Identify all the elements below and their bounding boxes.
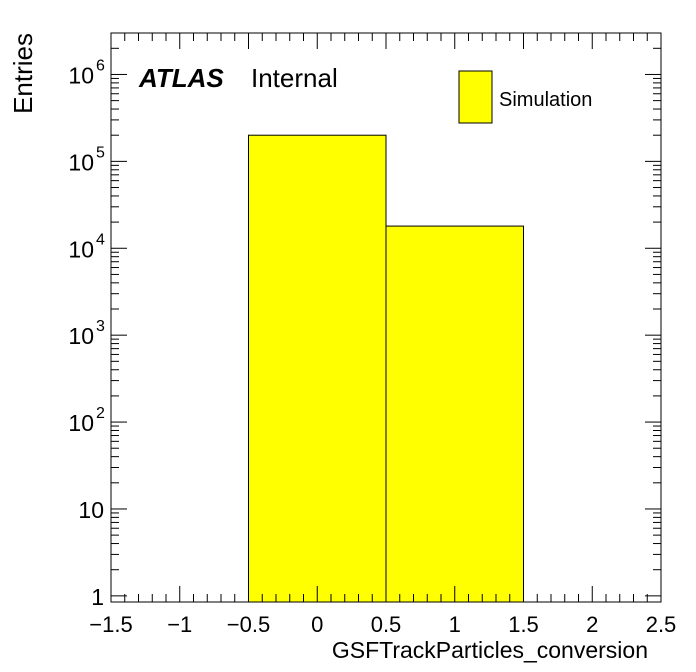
- x-axis-ticks: −1.5 −1 −0.5 0 0.5 1 1.5 2 2.5: [89, 33, 676, 637]
- histogram-bars: [248, 134, 524, 603]
- y-tick-exponent: 2: [96, 405, 105, 422]
- y-tick-label: 1: [91, 584, 104, 610]
- x-tick-label: −0.5: [227, 612, 270, 637]
- x-tick-label: 0.5: [371, 612, 402, 637]
- y-axis-label: Entries: [8, 33, 38, 114]
- x-tick-label: 2: [586, 612, 598, 637]
- y-tick-exponent: 6: [96, 57, 105, 74]
- atlas-label: ATLAS: [138, 63, 224, 93]
- x-axis-label: GSFTrackParticles_conversion: [332, 637, 648, 663]
- x-tick-label: 2.5: [646, 612, 677, 637]
- legend-swatch: [458, 70, 493, 124]
- x-tick-label: 1.5: [508, 612, 539, 637]
- y-tick-label: 10: [68, 149, 94, 175]
- y-tick-label: 10: [68, 323, 94, 349]
- y-tick-label: 10: [68, 62, 94, 88]
- histogram-bar: [385, 225, 524, 603]
- x-tick-label: 0: [311, 612, 323, 637]
- y-tick-label: 10: [78, 497, 104, 523]
- histogram-bar: [248, 134, 387, 603]
- y-tick-exponent: 3: [96, 318, 105, 335]
- x-tick-label: −1: [167, 612, 192, 637]
- atlas-sublabel: Internal: [251, 63, 338, 93]
- x-tick-label: −1.5: [89, 612, 132, 637]
- x-tick-label: 1: [449, 612, 461, 637]
- y-tick-exponent: 5: [96, 144, 105, 161]
- legend: Simulation: [458, 70, 592, 124]
- y-tick-exponent: 4: [96, 231, 105, 248]
- legend-entry-simulation: Simulation: [499, 89, 592, 111]
- y-tick-label: 10: [68, 410, 94, 436]
- y-tick-label: 10: [68, 236, 94, 262]
